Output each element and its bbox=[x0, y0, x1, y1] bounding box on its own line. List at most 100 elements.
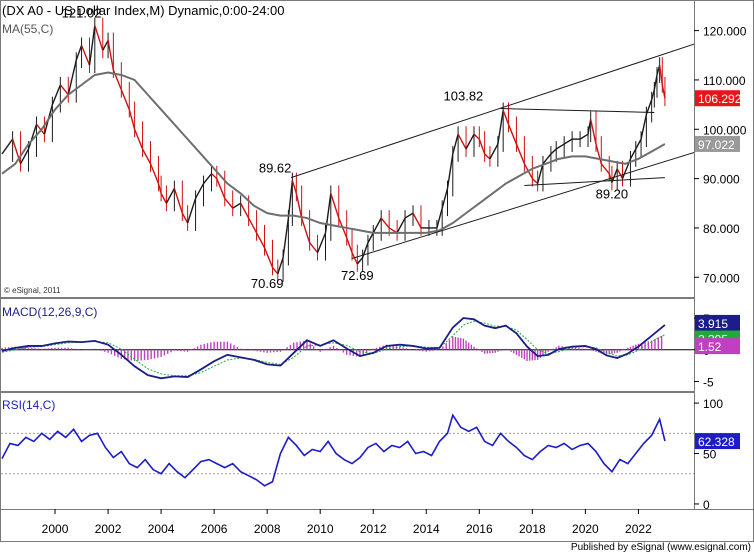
price-annotation: 89.20 bbox=[596, 187, 629, 202]
price-segment bbox=[579, 133, 589, 140]
price-annotation: 89.62 bbox=[259, 160, 292, 175]
trendline bbox=[524, 177, 665, 187]
price-segment bbox=[404, 212, 414, 219]
price-y-tick-label: 80.000 bbox=[703, 222, 740, 236]
x-tick-label: 2016 bbox=[466, 522, 493, 536]
price-segment bbox=[502, 110, 510, 125]
price-segment bbox=[515, 143, 526, 165]
price-segment bbox=[446, 153, 454, 189]
price-segment bbox=[128, 109, 136, 130]
price-segment bbox=[600, 163, 610, 175]
price-segment bbox=[380, 217, 390, 229]
ma-55-line bbox=[1, 71, 666, 234]
x-tick-label: 2010 bbox=[307, 522, 334, 536]
price-segment bbox=[555, 143, 565, 150]
price-segment bbox=[563, 138, 573, 145]
price-segment bbox=[75, 45, 83, 61]
price-segment bbox=[94, 25, 104, 51]
x-tick-label: 2012 bbox=[360, 522, 387, 536]
x-tick-label: 2022 bbox=[625, 522, 652, 536]
x-tick-label: 2014 bbox=[413, 522, 440, 536]
price-segment bbox=[542, 153, 552, 165]
price-segment bbox=[1, 138, 14, 155]
price-segment bbox=[536, 163, 544, 184]
trendline bbox=[290, 43, 694, 179]
price-segment bbox=[255, 232, 266, 248]
x-tick-label: 2008 bbox=[254, 522, 281, 536]
last-price-badge-bg bbox=[695, 90, 740, 107]
rsi-y-tick-label: 100 bbox=[703, 397, 723, 411]
price-segment bbox=[232, 202, 242, 209]
price-segment bbox=[396, 217, 406, 234]
rsi-panel-frame bbox=[0, 392, 695, 510]
price-segment bbox=[436, 208, 443, 229]
price-segment bbox=[271, 266, 279, 275]
rsi-line bbox=[1, 413, 666, 487]
price-segment bbox=[149, 163, 160, 184]
price-segment bbox=[489, 143, 499, 160]
price-segment bbox=[59, 84, 69, 96]
rsi-y-tick-label: 50 bbox=[703, 448, 717, 462]
price-segment bbox=[194, 183, 205, 199]
price-segment bbox=[346, 237, 353, 253]
chart-title: (DX A0 - US Dollar Index,M) Dynamic,0:00… bbox=[2, 3, 285, 18]
macd-value-badge-bg bbox=[695, 314, 740, 331]
rsi-y-tick-label: 0 bbox=[703, 498, 710, 512]
price-segment bbox=[173, 188, 183, 214]
price-segment bbox=[19, 148, 30, 165]
price-segment bbox=[412, 212, 422, 229]
price-segment bbox=[300, 217, 311, 243]
last-price-badge: 106.292 bbox=[698, 92, 742, 106]
price-y-tick-label: 100.000 bbox=[703, 123, 747, 137]
ma-indicator-label: MA(55,C) bbox=[2, 22, 53, 36]
rsi-value-badge: 62.328 bbox=[698, 435, 735, 449]
price-segment bbox=[80, 45, 91, 66]
price-segment bbox=[324, 193, 332, 233]
price-segment bbox=[51, 84, 61, 105]
price-segment bbox=[141, 148, 152, 165]
price-segment bbox=[351, 252, 358, 265]
price-segment bbox=[216, 178, 226, 199]
price-segment bbox=[484, 153, 491, 160]
price-segment bbox=[372, 217, 382, 234]
price-segment bbox=[356, 257, 364, 265]
price-segment bbox=[107, 40, 115, 71]
price-segment bbox=[202, 173, 213, 184]
price-segment bbox=[247, 217, 258, 234]
price-annotation: 103.82 bbox=[444, 88, 484, 103]
footer-credit: Published by eSignal (www.esignal.com) bbox=[571, 542, 751, 553]
price-segment bbox=[497, 110, 504, 145]
price-annotation: 70.69 bbox=[251, 276, 284, 291]
price-segment bbox=[120, 89, 130, 110]
price-segment bbox=[277, 257, 284, 275]
price-segment bbox=[309, 242, 319, 254]
histogram-value-badge: 1.52 bbox=[698, 340, 722, 354]
price-segment bbox=[88, 25, 96, 66]
price-segment bbox=[287, 180, 294, 219]
price-segment bbox=[295, 193, 303, 219]
macd-y-tick-label: -5 bbox=[703, 375, 714, 389]
x-tick-label: 2018 bbox=[519, 522, 546, 536]
price-y-tick-label: 70.000 bbox=[703, 271, 740, 285]
x-tick-label: 2000 bbox=[42, 522, 69, 536]
price-annotation: 72.69 bbox=[341, 268, 374, 283]
price-segment bbox=[160, 193, 168, 204]
ma-value-badge: 97.022 bbox=[698, 138, 735, 152]
price-annotation: 121.02 bbox=[62, 6, 102, 21]
price-segment bbox=[595, 143, 602, 164]
price-y-tick-label: 120.000 bbox=[703, 25, 747, 39]
macd-signal-line bbox=[1, 320, 666, 377]
price-segment bbox=[629, 148, 637, 160]
price-segment bbox=[441, 188, 449, 209]
trendline bbox=[351, 151, 694, 259]
macd-panel-frame bbox=[0, 298, 695, 392]
price-segment bbox=[282, 217, 290, 258]
price-segment bbox=[473, 133, 480, 140]
macd-value-badge: 3.915 bbox=[698, 317, 728, 331]
price-segment bbox=[102, 40, 109, 51]
price-segment bbox=[181, 212, 189, 224]
price-segment bbox=[531, 178, 539, 185]
ma-value-badge-bg bbox=[695, 135, 740, 152]
price-segment bbox=[224, 197, 234, 209]
